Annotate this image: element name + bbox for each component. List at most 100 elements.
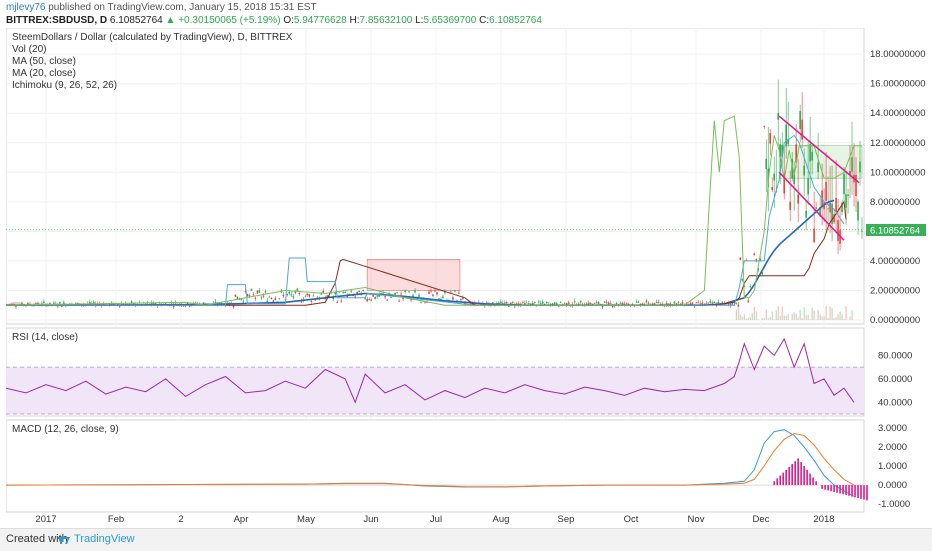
candle-body xyxy=(765,158,768,170)
chart-header: mjlevy76 published on TradingView.com, J… xyxy=(0,0,932,28)
candle-body xyxy=(63,302,65,305)
candle-body xyxy=(635,301,638,303)
candle-body xyxy=(428,291,430,294)
candle-body xyxy=(645,300,648,303)
candle-body xyxy=(462,297,464,300)
candle-body xyxy=(426,302,428,303)
candle-body xyxy=(625,302,628,304)
macd-histogram-bar xyxy=(812,477,814,486)
macd-histogram-bar xyxy=(827,485,829,491)
candle-body xyxy=(512,302,514,304)
macd-histogram-bar xyxy=(866,485,868,501)
candle-body xyxy=(861,230,863,232)
candle-body xyxy=(787,138,789,145)
candle-body xyxy=(298,292,301,294)
macd-histogram-bar xyxy=(779,475,781,486)
candle-body xyxy=(456,300,458,301)
candle-body xyxy=(250,289,253,291)
candle-body xyxy=(278,298,281,300)
candle-body xyxy=(29,303,31,305)
created-with-text: Created with xyxy=(6,533,68,545)
tradingview-brand-link[interactable]: TradingView xyxy=(74,533,135,545)
candle-body xyxy=(597,302,600,305)
candle-body xyxy=(258,290,261,293)
series-line-0 xyxy=(6,199,835,307)
price-tick-label: 14.00000000 xyxy=(870,108,925,119)
candle-body xyxy=(555,303,558,305)
candle-body xyxy=(41,303,43,305)
macd-histogram-bar xyxy=(809,473,811,486)
high-label: H: xyxy=(349,15,360,26)
candle-body xyxy=(521,301,524,303)
candle-body xyxy=(737,304,740,307)
macd-histogram-bar xyxy=(776,478,779,486)
candle-body xyxy=(665,302,668,305)
candle-body xyxy=(300,301,303,303)
last-price-tag-text: 6.10852764 xyxy=(870,226,920,237)
candle-body xyxy=(382,293,384,295)
candle-body xyxy=(5,303,7,305)
price-chart[interactable]: 0.000000002.000000004.000000006.00000000… xyxy=(5,27,926,525)
candle-body xyxy=(400,293,402,295)
candle-body xyxy=(841,202,843,212)
candle-body xyxy=(769,132,772,144)
candle-body xyxy=(689,303,692,305)
x-tick-label: Oct xyxy=(624,514,639,524)
macd-histogram-bar xyxy=(842,485,844,495)
candle-body xyxy=(372,294,374,297)
rsi-tick-label: 60.0000 xyxy=(878,374,912,385)
candle-body xyxy=(244,291,247,292)
candle-body xyxy=(843,173,845,195)
candle-body xyxy=(452,297,454,300)
x-tick-label: Sep xyxy=(558,514,575,524)
rsi-tick-label: 80.0000 xyxy=(878,350,912,361)
candle-body xyxy=(404,290,406,292)
open-label: O: xyxy=(283,15,294,26)
symbol-label: BITTREX:SBDUSD, D xyxy=(6,15,108,26)
candle-body xyxy=(130,301,133,304)
open-value: 5.94776628 xyxy=(293,15,347,26)
candle-body xyxy=(659,303,662,305)
cloud-bearish xyxy=(366,259,461,291)
candle-body xyxy=(366,298,368,301)
chart-area[interactable]: 0.000000002.000000004.000000006.00000000… xyxy=(5,27,926,525)
channel-line xyxy=(778,115,860,184)
candle-body xyxy=(326,295,329,298)
macd-histogram-bar xyxy=(797,458,799,486)
candle-body xyxy=(835,197,837,212)
candle-body xyxy=(763,125,766,127)
x-tick-label: Jul xyxy=(430,514,442,524)
candle-body xyxy=(759,258,762,261)
candle-body xyxy=(350,291,352,293)
candle-body xyxy=(533,301,536,303)
candle-body xyxy=(817,162,819,172)
author-link[interactable]: mjlevy76 xyxy=(6,2,46,13)
candle-body xyxy=(679,303,682,305)
candle-body xyxy=(43,301,45,304)
candle-body xyxy=(579,300,582,303)
x-tick-label: Apr xyxy=(234,514,249,524)
candle-body xyxy=(847,194,849,196)
candle-body xyxy=(312,295,315,297)
legend-ma50: MA (50, close) xyxy=(12,56,76,67)
candle-body xyxy=(59,302,61,304)
macd-histogram-bar xyxy=(854,485,856,498)
candle-body xyxy=(567,302,570,304)
candle-body xyxy=(132,303,135,305)
candle-body xyxy=(707,302,710,304)
candle-body xyxy=(77,303,79,304)
close-value: 6.10852764 xyxy=(489,15,542,26)
candle-body xyxy=(306,293,309,296)
candle-body xyxy=(601,305,604,308)
candle-body xyxy=(697,302,700,304)
candle-body xyxy=(248,295,251,297)
candle-body xyxy=(819,206,821,217)
candle-body xyxy=(831,203,833,225)
candle-body xyxy=(789,201,791,211)
candle-body xyxy=(809,143,811,162)
candle-body xyxy=(304,296,307,298)
candle-body xyxy=(673,301,676,304)
candle-body xyxy=(376,295,378,297)
macd-tick-label: 1.0000 xyxy=(878,461,907,472)
candle-body xyxy=(539,302,542,304)
